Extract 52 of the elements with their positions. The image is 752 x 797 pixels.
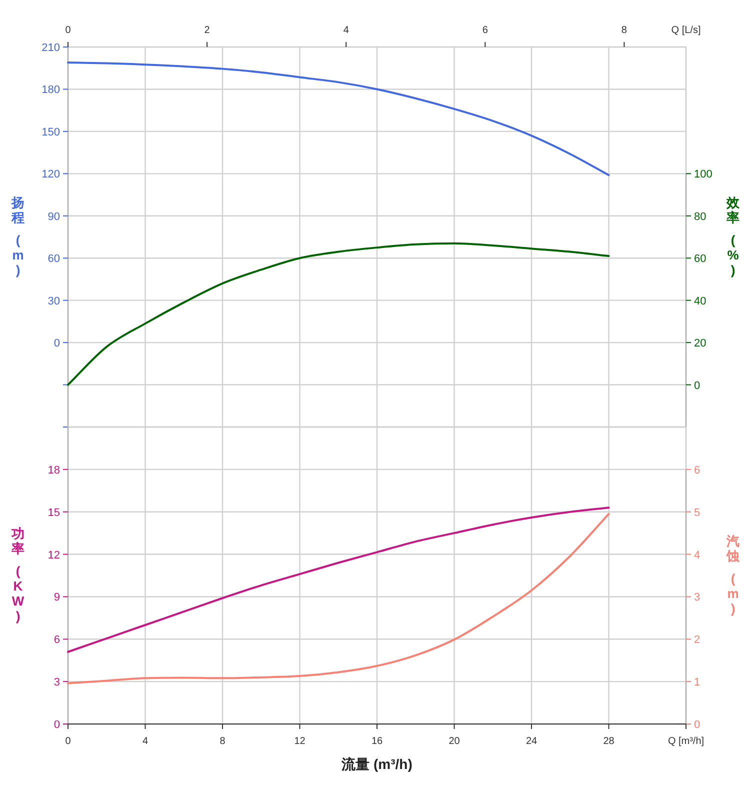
x2-tick-label: 8 — [621, 25, 628, 36]
y-axis-title: 扬程 (m) — [10, 195, 24, 278]
x-tick-label: 28 — [603, 736, 615, 747]
y-tick-label: 210 — [42, 42, 60, 54]
y2-tick-label: 6 — [694, 464, 700, 476]
x-axis-title: 流量 (m³/h) — [340, 756, 412, 772]
y-tick-label: 15 — [48, 506, 60, 519]
y-tick-label: 60 — [48, 253, 60, 266]
line-series — [67, 242, 610, 386]
y2-axis-title: 汽蚀 (m) — [726, 534, 740, 616]
y2-tick-label: 60 — [694, 253, 706, 266]
y-axis-title: 功率 (KW) — [10, 526, 25, 624]
y-tick-label: 9 — [54, 592, 60, 604]
x2-tick-label: 0 — [65, 25, 72, 36]
y-tick-label: 3 — [54, 676, 60, 689]
y-tick-label: 6 — [54, 634, 60, 646]
x-tick-label: 16 — [371, 736, 383, 747]
y2-tick-label: 1 — [694, 676, 700, 689]
y-tick-label: 120 — [42, 168, 60, 181]
y-tick-label: 18 — [48, 464, 60, 476]
x-tick-label: Q [m³/h] — [668, 736, 704, 747]
y2-tick-label: 0 — [694, 719, 700, 731]
line-series — [67, 61, 610, 176]
y2-tick-label: 4 — [694, 549, 700, 562]
y2-tick-label: 3 — [694, 592, 700, 604]
y-tick-label: 90 — [48, 210, 60, 223]
x-tick-label: 4 — [142, 736, 148, 747]
y-tick-label: 0 — [54, 719, 60, 731]
y-tick-label: 180 — [42, 84, 60, 96]
y2-tick-label: 0 — [694, 380, 700, 392]
y-tick-label: 30 — [48, 295, 60, 308]
y-tick-label: 150 — [42, 126, 60, 138]
y-tick-label: 12 — [48, 549, 60, 562]
x2-axis-title: Q [L/s] — [671, 25, 701, 36]
y2-tick-label: 100 — [694, 168, 712, 181]
y2-axis-title: 效率 (%) — [726, 195, 740, 278]
line-series — [67, 512, 610, 684]
y-tick-label: 0 — [54, 338, 60, 350]
x-tick-label: 20 — [448, 736, 460, 747]
y2-tick-label: 5 — [694, 506, 700, 519]
x2-tick-label: 2 — [204, 25, 210, 36]
line-series — [67, 506, 610, 653]
y2-tick-label: 20 — [694, 338, 706, 350]
y2-tick-label: 40 — [694, 295, 706, 308]
x2-tick-label: 4 — [343, 25, 350, 36]
x-tick-label: 8 — [220, 736, 226, 747]
x-tick-label: 12 — [294, 736, 306, 747]
x-tick-label: 0 — [65, 736, 72, 747]
x2-tick-label: 6 — [482, 25, 488, 36]
x-tick-label: 24 — [526, 736, 538, 747]
y2-tick-label: 80 — [694, 210, 706, 223]
y2-tick-label: 2 — [694, 634, 700, 646]
